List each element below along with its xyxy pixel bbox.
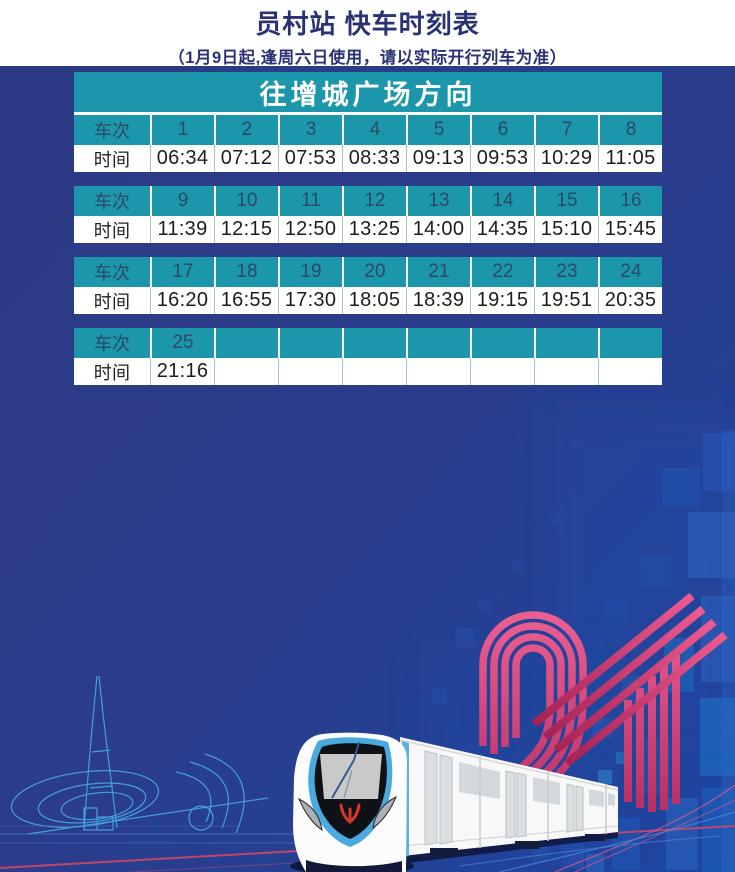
time-row: 时间 11:39 12:15 12:50 13:25 14:00 14:35 15:10 15:… [74, 216, 662, 243]
train-number-cell [278, 328, 342, 358]
timetable: 往增城广场方向 车次 1 2 3 4 5 6 7 8 时间 06:34 07:12 07:53 08:33… [74, 72, 662, 399]
train-number-cell: 3 [278, 115, 342, 145]
time-row-label: 时间 [93, 220, 131, 241]
time-cell: 13:25 [342, 216, 406, 243]
timetable-section: 车次 9 10 11 12 13 14 15 16 时间 11:39 12:15 12:50 13:25 1… [74, 186, 662, 243]
train-number-cell: 1 [150, 115, 214, 145]
time-row: 时间 21:16 [74, 358, 662, 385]
train-number-row: 车次 17 18 19 20 21 22 23 24 [74, 257, 662, 287]
time-cell [278, 358, 342, 385]
page-subtitle: （1月9日起,逢周六日使用，请以实际开行列车为准） [168, 49, 567, 67]
train-number-cell: 10 [214, 186, 278, 216]
train-number-cell: 18 [214, 257, 278, 287]
timetable-sections: 车次 1 2 3 4 5 6 7 8 时间 06:34 07:12 07:53 08:33 09:13 09:… [74, 115, 662, 385]
metro-train-illustration [290, 732, 619, 872]
time-cell: 21:16 [150, 358, 214, 385]
time-cell: 08:33 [342, 145, 406, 172]
train-number-row: 车次 1 2 3 4 5 6 7 8 [74, 115, 662, 145]
train-number-cell: 17 [150, 257, 214, 287]
train-number-cell: 21 [406, 257, 470, 287]
train-number-cell [534, 328, 598, 358]
time-cell: 20:35 [598, 287, 662, 314]
train-number-cell [470, 328, 534, 358]
train-number-cell: 7 [534, 115, 598, 145]
train-number-cell: 20 [342, 257, 406, 287]
time-cell: 07:12 [214, 145, 278, 172]
train-number-cell [214, 328, 278, 358]
time-cell: 19:15 [470, 287, 534, 314]
train-number-cell [406, 328, 470, 358]
train-row-label: 车次 [94, 192, 130, 212]
train-number-cell: 15 [534, 186, 598, 216]
train-number-cell: 14 [470, 186, 534, 216]
train-doors-windows [424, 750, 615, 846]
time-cell: 10:29 [534, 145, 598, 172]
train-windshield [320, 754, 382, 799]
time-cell: 12:15 [214, 216, 278, 243]
train-number-cell: 9 [150, 186, 214, 216]
time-cell: 06:34 [150, 145, 214, 172]
train-number-row: 车次 25 [74, 328, 662, 358]
timetable-section: 车次 1 2 3 4 5 6 7 8 时间 06:34 07:12 07:53 08:33 09:13 09:… [74, 115, 662, 172]
time-cell: 07:53 [278, 145, 342, 172]
direction-header: 往增城广场方向 [74, 72, 662, 115]
time-cell [598, 358, 662, 385]
time-cell: 19:51 [534, 287, 598, 314]
train-number-cell: 23 [534, 257, 598, 287]
time-cell: 11:39 [150, 216, 214, 243]
time-cell: 15:10 [534, 216, 598, 243]
train-number-cell: 5 [406, 115, 470, 145]
canton-tower-sketch [10, 675, 269, 835]
timetable-section: 车次 25 时间 21:16 [74, 328, 662, 385]
time-cell [470, 358, 534, 385]
time-cell: 16:20 [150, 287, 214, 314]
time-cell [214, 358, 278, 385]
time-cell: 18:05 [342, 287, 406, 314]
time-cell: 09:53 [470, 145, 534, 172]
train-row-label: 车次 [94, 121, 130, 141]
train-number-cell: 25 [150, 328, 214, 358]
timetable-section: 车次 17 18 19 20 21 22 23 24 时间 16:20 16:55 17:30 18:05… [74, 257, 662, 314]
train-number-cell: 12 [342, 186, 406, 216]
time-cell: 17:30 [278, 287, 342, 314]
time-row: 时间 16:20 16:55 17:30 18:05 18:39 19:15 19:51 20:… [74, 287, 662, 314]
time-cell [534, 358, 598, 385]
metro-logo [339, 803, 361, 824]
train-number-cell: 24 [598, 257, 662, 287]
time-cell: 14:00 [406, 216, 470, 243]
time-cell: 12:50 [278, 216, 342, 243]
time-cell: 14:35 [470, 216, 534, 243]
time-cell [342, 358, 406, 385]
train-row-label: 车次 [94, 263, 130, 283]
line-21-motif [479, 592, 728, 812]
page-title: 员村站 快车时刻表 [255, 9, 480, 39]
train-number-cell: 11 [278, 186, 342, 216]
time-row-label: 时间 [93, 362, 131, 383]
train-row-label: 车次 [94, 334, 130, 354]
train-number-cell: 2 [214, 115, 278, 145]
train-number-cell: 16 [598, 186, 662, 216]
train-number-cell: 22 [470, 257, 534, 287]
train-headlights [298, 795, 397, 832]
train-number-row: 车次 9 10 11 12 13 14 15 16 [74, 186, 662, 216]
time-cell: 15:45 [598, 216, 662, 243]
time-row: 时间 06:34 07:12 07:53 08:33 09:13 09:53 10:29 11:… [74, 145, 662, 172]
train-number-cell [598, 328, 662, 358]
poster-header: 员村站 快车时刻表 （1月9日起,逢周六日使用，请以实际开行列车为准） [0, 0, 735, 67]
train-number-cell: 8 [598, 115, 662, 145]
time-cell: 16:55 [214, 287, 278, 314]
train-number-cell: 13 [406, 186, 470, 216]
train-number-cell: 19 [278, 257, 342, 287]
time-row-label: 时间 [93, 149, 131, 170]
train-number-cell: 4 [342, 115, 406, 145]
time-cell: 11:05 [598, 145, 662, 172]
time-cell: 18:39 [406, 287, 470, 314]
train-number-cell [342, 328, 406, 358]
thin-curves [459, 784, 735, 872]
time-cell: 09:13 [406, 145, 470, 172]
time-cell [406, 358, 470, 385]
train-number-cell: 6 [470, 115, 534, 145]
time-row-label: 时间 [93, 291, 131, 312]
